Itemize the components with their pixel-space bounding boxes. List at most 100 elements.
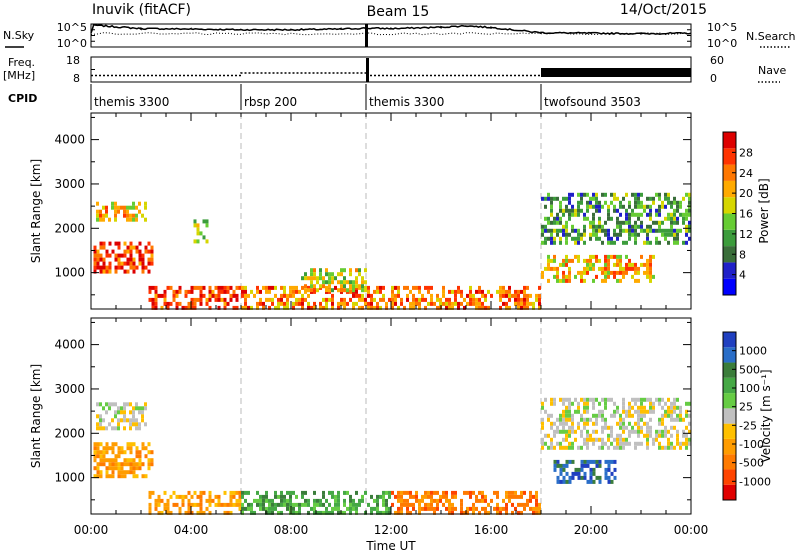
velocity-cell [448, 510, 451, 515]
power-cell [199, 301, 203, 306]
power-cell [132, 261, 136, 266]
power-cell [370, 305, 373, 310]
power-cell [628, 228, 631, 233]
power-cell [622, 204, 625, 209]
velocity-cell [472, 510, 475, 515]
power-cell [114, 257, 118, 262]
velocity-cell [460, 506, 463, 511]
power-cell [550, 220, 553, 225]
velocity-cell [628, 409, 631, 414]
velocity-cell [181, 502, 185, 507]
velocity-cell [583, 441, 586, 446]
velocity-cell [592, 471, 596, 476]
velocity-colorbar-tick-label: -500 [739, 457, 764, 470]
power-cell [349, 268, 352, 273]
x-tick-label: 00:00 [674, 523, 709, 537]
velocity-cell [637, 421, 640, 426]
power-cell [313, 272, 316, 277]
power-cell [340, 272, 343, 277]
power-cell [126, 245, 130, 250]
velocity-cell [553, 445, 556, 450]
velocity-cell [349, 502, 352, 507]
power-cell [454, 297, 457, 302]
power-cell [628, 266, 631, 271]
power-cell [129, 205, 132, 210]
velocity-cell [331, 510, 334, 515]
velocity-cell [138, 450, 142, 455]
power-cell [577, 228, 580, 233]
velocity-cell [187, 510, 191, 515]
power-cell [126, 261, 130, 266]
power-cell [132, 213, 135, 218]
velocity-cell [685, 409, 688, 414]
velocity-cell [580, 459, 584, 464]
velocity-cell [622, 397, 625, 402]
velocity-cell [679, 405, 682, 410]
velocity-cell [448, 502, 451, 507]
velocity-cell [99, 474, 103, 479]
velocity-cell [520, 490, 523, 495]
velocity-cell [436, 490, 439, 495]
power-cell [547, 266, 550, 271]
power-cell [310, 284, 313, 289]
velocity-cell [135, 446, 139, 451]
velocity-cell [123, 458, 127, 463]
power-cell [595, 254, 598, 259]
power-cell [583, 270, 586, 275]
velocity-cell [505, 494, 508, 499]
power-cell [634, 192, 637, 197]
velocity-cell [187, 490, 191, 495]
velocity-colorbar-swatch [723, 332, 736, 348]
velocity-cell [181, 494, 185, 499]
power-cell [583, 224, 586, 229]
power-cell [178, 285, 182, 290]
power-cell [292, 301, 295, 306]
power-cell [631, 232, 634, 237]
power-cell [547, 228, 550, 233]
velocity-cell [613, 409, 616, 414]
power-cell [343, 301, 346, 306]
freq-left-tick-bottom: 8 [73, 72, 80, 85]
power-cell [655, 208, 658, 213]
velocity-cell [541, 421, 544, 426]
power-cell [565, 236, 568, 241]
velocity-cell [175, 502, 179, 507]
velocity-cell [247, 502, 250, 507]
power-cell [379, 305, 382, 310]
velocity-cell [99, 450, 103, 455]
power-cell [247, 305, 250, 310]
power-cell [301, 297, 304, 302]
power-cell [286, 293, 289, 298]
velocity-cell [148, 502, 152, 507]
velocity-cell [262, 502, 265, 507]
velocity-cell [187, 498, 191, 503]
power-cell [214, 297, 218, 302]
power-cell [141, 213, 144, 218]
power-cell [244, 305, 247, 310]
velocity-cell [442, 494, 445, 499]
power-cell [685, 192, 688, 197]
power-cell [460, 293, 463, 298]
velocity-cell [229, 494, 233, 499]
power-cell [649, 204, 652, 209]
velocity-cell [226, 502, 230, 507]
velocity-cell [352, 498, 355, 503]
velocity-cell [144, 402, 147, 407]
velocity-cell [439, 494, 442, 499]
power-cell [271, 297, 274, 302]
velocity-cell [550, 401, 553, 406]
velocity-cell [132, 418, 135, 423]
velocity-cell [667, 409, 670, 414]
velocity-cell [631, 413, 634, 418]
velocity-cell [619, 417, 622, 422]
velocity-cell [316, 502, 319, 507]
velocity-cell [313, 502, 316, 507]
power-cell [126, 249, 130, 254]
power-cell [676, 204, 679, 209]
power-cell [604, 192, 607, 197]
power-cell [682, 212, 685, 217]
velocity-cell [96, 446, 100, 451]
velocity-cell [532, 506, 535, 511]
power-cell [514, 293, 517, 298]
power-cell [622, 270, 625, 275]
